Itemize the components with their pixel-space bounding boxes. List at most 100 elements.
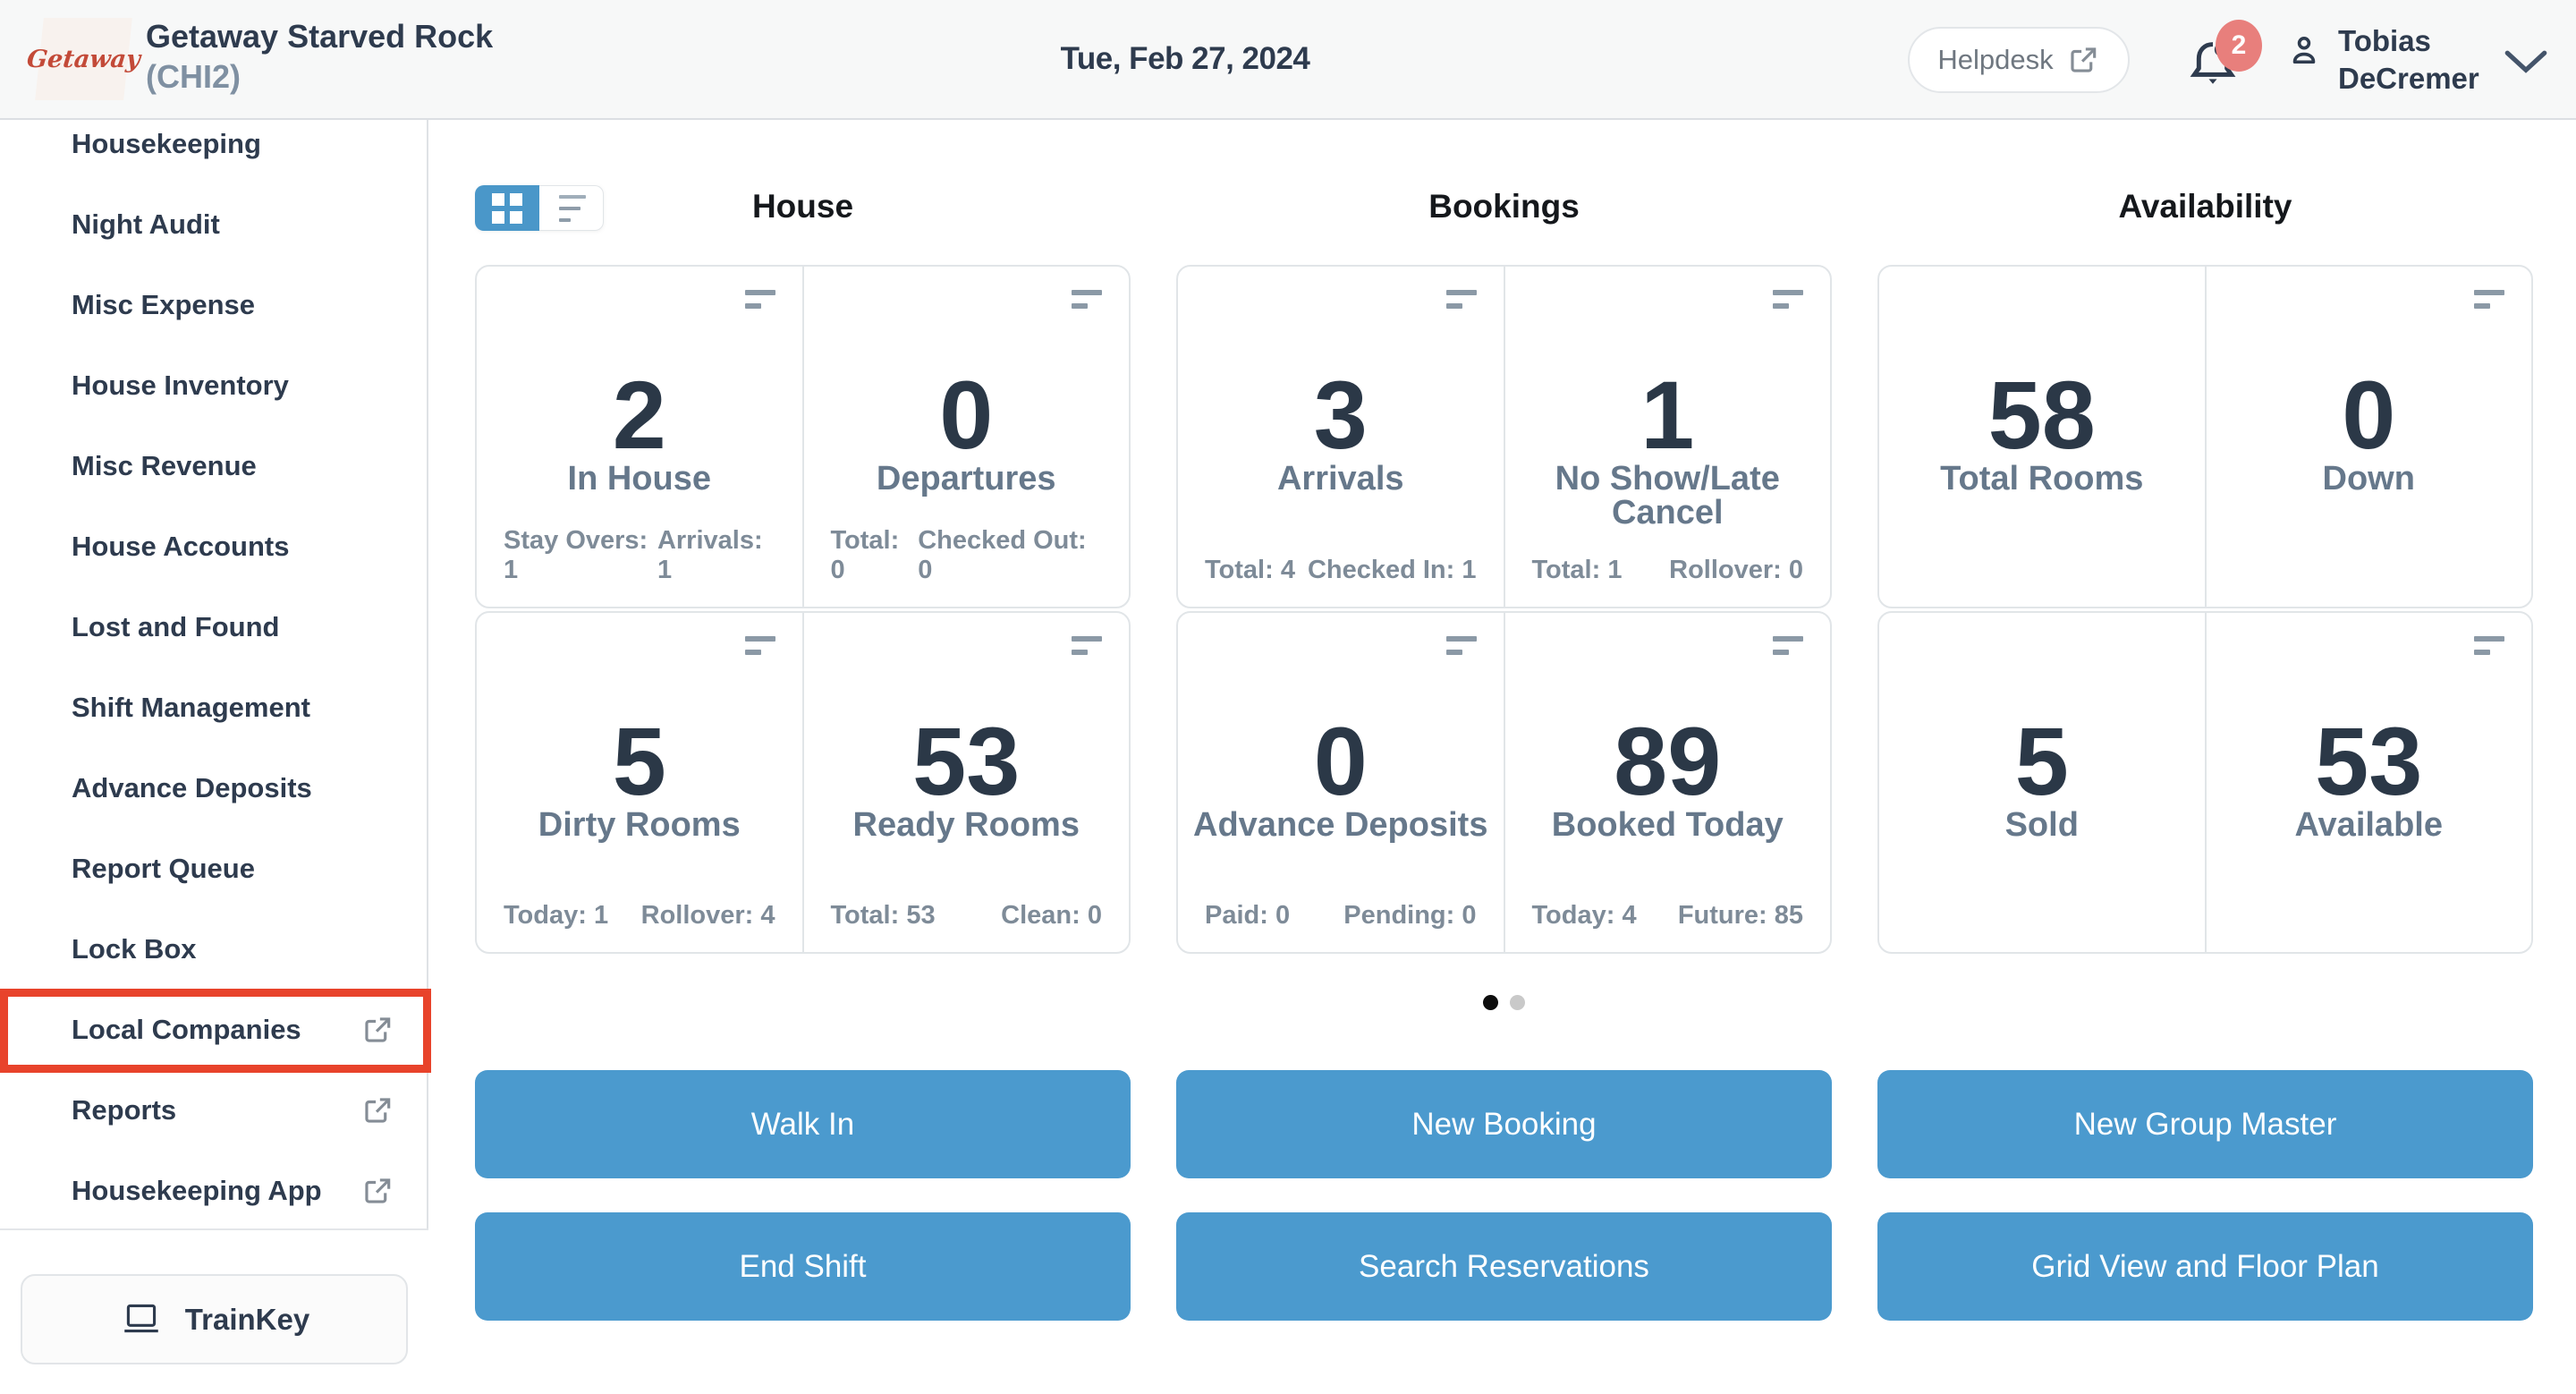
stat-card-down[interactable]: 0 Down xyxy=(2204,267,2532,607)
card-menu-icon[interactable] xyxy=(1773,290,1803,309)
sidebar-item-label: House Accounts xyxy=(72,531,290,562)
notification-badge: 2 xyxy=(2216,20,2262,72)
stat-value: 0 xyxy=(2342,361,2396,469)
stat-value: 89 xyxy=(1614,707,1722,815)
sidebar-item-shift-management[interactable]: Shift Management xyxy=(0,667,427,748)
sidebar-item-house-inventory[interactable]: House Inventory xyxy=(0,345,427,426)
card-menu-icon[interactable] xyxy=(744,290,775,309)
external-link-icon xyxy=(2066,43,2100,77)
sidebar-item-housekeeping[interactable]: Housekeeping xyxy=(0,104,427,184)
action-button-new-group-master[interactable]: New Group Master xyxy=(1877,1070,2533,1178)
stat-card-no-show-late-cancel[interactable]: 1 No Show/Late Cancel Total: 1 Rollover: … xyxy=(1503,267,1831,607)
card-menu-icon[interactable] xyxy=(1072,290,1102,309)
stat-card-dirty-rooms[interactable]: 5 Dirty Rooms Today: 1 Rollover: 4 xyxy=(477,613,802,952)
helpdesk-button[interactable]: Helpdesk xyxy=(1908,27,2130,93)
sidebar-item-advance-deposits[interactable]: Advance Deposits xyxy=(0,748,427,829)
external-link-icon xyxy=(360,1174,394,1208)
stat-label: No Show/Late Cancel xyxy=(1555,460,1780,531)
sidebar-item-misc-revenue[interactable]: Misc Revenue xyxy=(0,426,427,506)
grid-view-button[interactable] xyxy=(475,185,539,231)
stat-card-row: 3 Arrivals Total: 4 Checked In: 1 1 No Sh… xyxy=(1176,265,1832,608)
stat-details: Total: 53 Clean: 0 xyxy=(831,901,1103,931)
sidebar-item-reports[interactable]: Reports xyxy=(0,1070,427,1151)
list-view-button[interactable] xyxy=(539,185,604,231)
stat-value: 0 xyxy=(1313,707,1368,815)
helpdesk-label: Helpdesk xyxy=(1937,44,2054,75)
pagination-dot-2[interactable] xyxy=(1510,995,1525,1010)
sidebar-item-label: Housekeeping xyxy=(72,128,261,159)
sidebar-item-local-companies[interactable]: Local Companies xyxy=(0,989,431,1073)
stat-detail: Clean: 0 xyxy=(1001,901,1102,930)
stat-label: Booked Today xyxy=(1551,806,1784,844)
sidebar-item-label: Night Audit xyxy=(72,208,220,240)
stat-details: Paid: 0 Pending: 0 xyxy=(1205,901,1477,931)
stat-group-availability: Availability 58 Total Rooms 0 Down 5 Sol… xyxy=(1877,149,2533,954)
main-content: House 2 In House Stay Overs: 1 Arrivals: … xyxy=(429,120,2576,1394)
user-first-name: Tobias xyxy=(2338,24,2431,57)
stat-value: 2 xyxy=(612,361,666,469)
action-button-search-reservations[interactable]: Search Reservations xyxy=(1176,1212,1832,1321)
carousel-pagination xyxy=(475,995,2533,1010)
stat-card-arrivals[interactable]: 3 Arrivals Total: 4 Checked In: 1 xyxy=(1178,267,1504,607)
stat-card-available[interactable]: 53 Available xyxy=(2204,613,2532,952)
stat-card-total-rooms[interactable]: 58 Total Rooms xyxy=(1879,267,2205,607)
stat-detail: Rollover: 0 xyxy=(1669,556,1803,584)
sidebar-item-label: Misc Revenue xyxy=(72,450,257,481)
action-button-walk-in[interactable]: Walk In xyxy=(475,1070,1131,1178)
stat-card-ready-rooms[interactable]: 53 Ready Rooms Total: 53 Clean: 0 xyxy=(801,613,1130,952)
action-button-end-shift[interactable]: End Shift xyxy=(475,1212,1131,1321)
sidebar-item-lost-and-found[interactable]: Lost and Found xyxy=(0,587,427,667)
card-menu-icon[interactable] xyxy=(2474,636,2504,655)
sidebar-item-misc-expense[interactable]: Misc Expense xyxy=(0,265,427,345)
action-button-new-booking[interactable]: New Booking xyxy=(1176,1070,1832,1178)
stat-details: Total: 0 Checked Out: 0 xyxy=(831,526,1103,585)
stat-value: 5 xyxy=(2014,707,2069,815)
group-title: Bookings xyxy=(1428,188,1580,225)
stat-card-sold[interactable]: 5 Sold xyxy=(1879,613,2205,952)
stat-label: Departures xyxy=(876,460,1056,497)
property-title: Getaway Starved Rock (CHI2) xyxy=(146,16,493,97)
user-menu[interactable]: Tobias DeCremer xyxy=(2283,11,2479,109)
card-menu-icon[interactable] xyxy=(2474,290,2504,309)
property-code: (CHI2) xyxy=(146,58,241,95)
sidebar-item-house-accounts[interactable]: House Accounts xyxy=(0,506,427,587)
stat-card-in-house[interactable]: 2 In House Stay Overs: 1 Arrivals: 1 xyxy=(477,267,802,607)
stat-groups: House 2 In House Stay Overs: 1 Arrivals: … xyxy=(475,149,2533,954)
trainkey-button[interactable]: TrainKey xyxy=(21,1274,408,1364)
stat-detail: Future: 85 xyxy=(1677,901,1803,930)
stat-value: 1 xyxy=(1640,361,1695,469)
sidebar-item-label: Reports xyxy=(72,1094,177,1126)
stat-value: 53 xyxy=(2315,707,2423,815)
card-menu-icon[interactable] xyxy=(1445,636,1477,655)
stat-details: Total: 4 Checked In: 1 xyxy=(1205,556,1477,585)
current-date: Tue, Feb 27, 2024 xyxy=(1060,41,1310,76)
sidebar-item-night-audit[interactable]: Night Audit xyxy=(0,184,427,265)
sidebar-item-report-queue[interactable]: Report Queue xyxy=(0,829,427,909)
sidebar-item-label: Local Companies xyxy=(72,1014,301,1045)
stat-card-departures[interactable]: 0 Departures Total: 0 Checked Out: 0 xyxy=(801,267,1130,607)
sidebar-item-label: Misc Expense xyxy=(72,289,256,320)
stat-label: Down xyxy=(2322,460,2415,497)
stat-card-advance-deposits[interactable]: 0 Advance Deposits Paid: 0 Pending: 0 xyxy=(1178,613,1504,952)
action-button-grid-view-and-floor-plan[interactable]: Grid View and Floor Plan xyxy=(1877,1212,2533,1321)
stat-detail: Rollover: 4 xyxy=(640,901,775,930)
sidebar-item-lock-box[interactable]: Lock Box xyxy=(0,909,427,990)
grid-icon xyxy=(492,192,522,224)
card-menu-icon[interactable] xyxy=(1445,290,1477,309)
card-menu-icon[interactable] xyxy=(744,636,775,655)
stat-value: 3 xyxy=(1313,361,1368,469)
stat-details: Today: 1 Rollover: 4 xyxy=(504,901,775,931)
card-menu-icon[interactable] xyxy=(1773,636,1803,655)
stat-label: Dirty Rooms xyxy=(538,806,741,844)
sidebar-item-housekeeping-app[interactable]: Housekeeping App xyxy=(0,1151,427,1231)
group-title: Availability xyxy=(2118,188,2292,225)
stat-card-booked-today[interactable]: 89 Booked Today Today: 4 Future: 85 xyxy=(1503,613,1831,952)
stat-detail: Pending: 0 xyxy=(1343,901,1477,930)
logo-text: Getaway xyxy=(25,45,142,73)
card-menu-icon[interactable] xyxy=(1072,636,1102,655)
notifications-button[interactable]: 2 xyxy=(2183,20,2282,93)
chevron-down-icon[interactable] xyxy=(2503,48,2549,75)
pagination-dot-1[interactable] xyxy=(1483,995,1498,1010)
sidebar-item-label: Advance Deposits xyxy=(72,772,312,803)
stat-details: Total: 1 Rollover: 0 xyxy=(1532,556,1804,585)
